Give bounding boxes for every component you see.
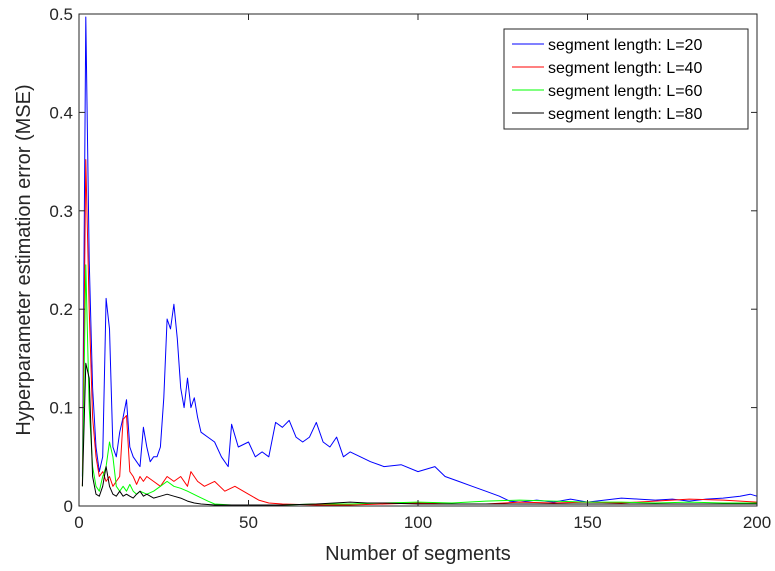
legend-label-1: segment length: L=20 — [548, 37, 702, 54]
legend-label-3: segment length: L=60 — [548, 83, 702, 100]
legend-box — [503, 28, 749, 130]
legend-label-4: segment length: L=80 — [548, 106, 702, 123]
y-axis-label: Hyperparameter estimation error (MSE) — [13, 84, 35, 435]
series-layer — [81, 16, 758, 506]
x-tick-label: 100 — [404, 513, 432, 532]
y-tick-label: 0.5 — [49, 5, 73, 24]
legend: segment length: L=20 segment length: L=40… — [503, 28, 749, 130]
y-tick-label: 0.4 — [49, 103, 73, 122]
x-axis-label: Number of segments — [325, 543, 511, 565]
y-tick-label: 0 — [64, 497, 73, 516]
x-tick-label: 200 — [743, 513, 771, 532]
series-line-3 — [81, 264, 757, 506]
y-tick-label: 0.3 — [49, 202, 73, 221]
y-tick-label: 0.1 — [49, 399, 73, 418]
y-tick-label: 0.2 — [49, 300, 73, 319]
x-tick-label: 150 — [573, 513, 601, 532]
x-tick-label: 50 — [239, 513, 258, 532]
legend-label-2: segment length: L=40 — [548, 60, 702, 77]
x-tick-label: 0 — [74, 513, 83, 532]
axes-layer: 0 50 100 150 200 0 0.1 0.2 0.3 0.4 0.5 — [49, 5, 771, 532]
series-line-4 — [81, 362, 757, 506]
